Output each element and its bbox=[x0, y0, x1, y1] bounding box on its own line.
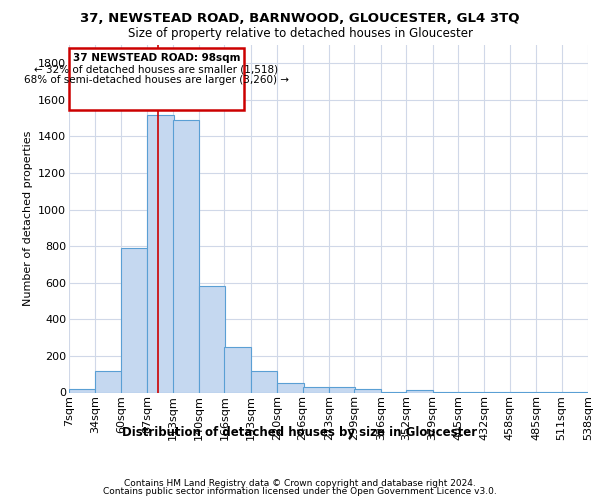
Bar bbox=[406, 390, 433, 392]
Bar bbox=[69, 389, 95, 392]
Bar bbox=[173, 120, 199, 392]
Text: Contains public sector information licensed under the Open Government Licence v3: Contains public sector information licen… bbox=[103, 487, 497, 496]
Text: 68% of semi-detached houses are larger (3,260) →: 68% of semi-detached houses are larger (… bbox=[24, 75, 289, 85]
Bar bbox=[224, 347, 251, 393]
Bar bbox=[199, 286, 226, 393]
Bar bbox=[121, 248, 147, 392]
Text: Distribution of detached houses by size in Gloucester: Distribution of detached houses by size … bbox=[122, 426, 478, 439]
FancyBboxPatch shape bbox=[69, 48, 244, 110]
Y-axis label: Number of detached properties: Number of detached properties bbox=[23, 131, 32, 306]
Bar bbox=[147, 115, 173, 392]
Text: Contains HM Land Registry data © Crown copyright and database right 2024.: Contains HM Land Registry data © Crown c… bbox=[124, 478, 476, 488]
Bar bbox=[329, 387, 355, 392]
Text: Size of property relative to detached houses in Gloucester: Size of property relative to detached ho… bbox=[128, 28, 473, 40]
Bar bbox=[95, 370, 122, 392]
Bar bbox=[251, 370, 277, 392]
Text: 37 NEWSTEAD ROAD: 98sqm: 37 NEWSTEAD ROAD: 98sqm bbox=[73, 53, 240, 63]
Text: 37, NEWSTEAD ROAD, BARNWOOD, GLOUCESTER, GL4 3TQ: 37, NEWSTEAD ROAD, BARNWOOD, GLOUCESTER,… bbox=[80, 12, 520, 26]
Bar bbox=[355, 389, 381, 392]
Text: ← 32% of detached houses are smaller (1,518): ← 32% of detached houses are smaller (1,… bbox=[34, 64, 278, 74]
Bar bbox=[302, 387, 329, 392]
Bar bbox=[277, 384, 304, 392]
